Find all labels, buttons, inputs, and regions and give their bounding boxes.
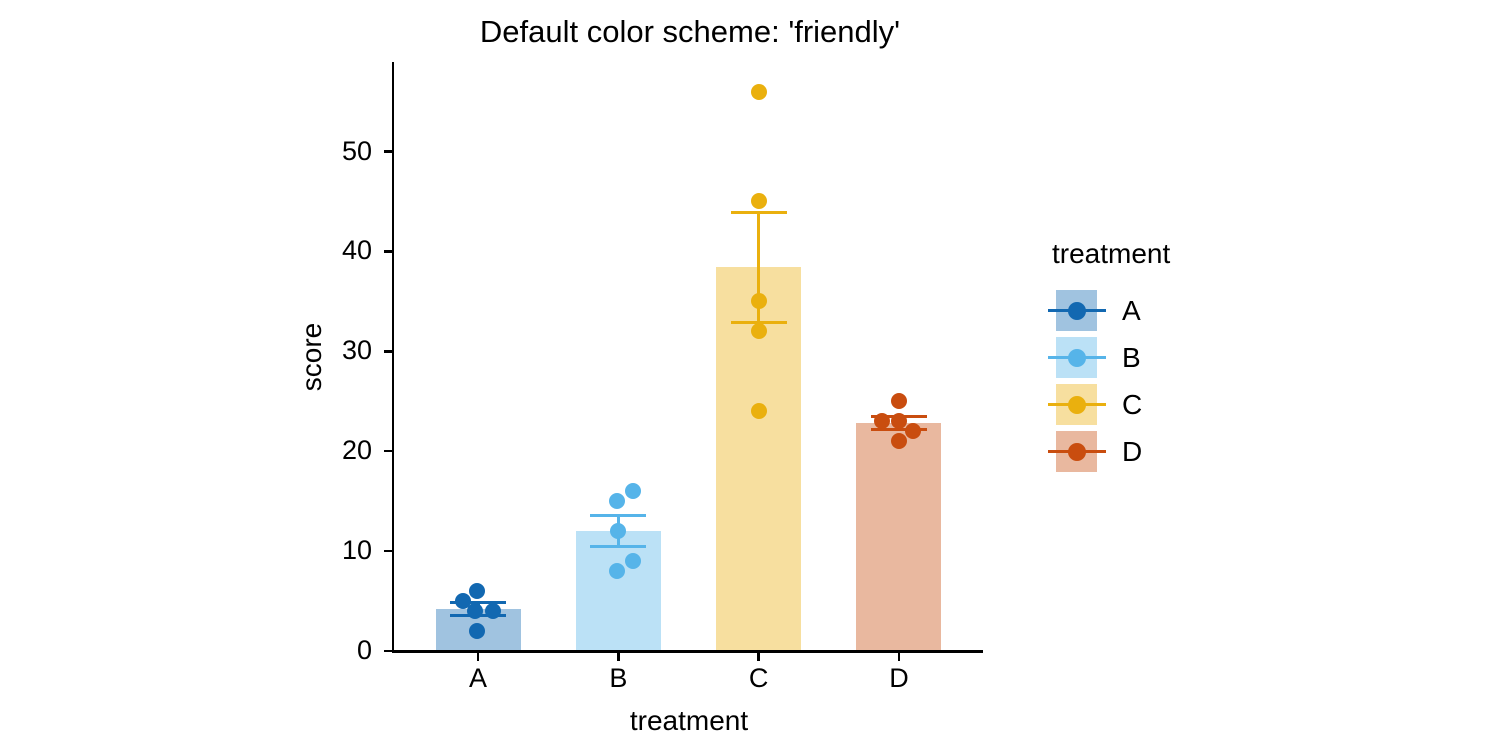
data-point <box>904 423 921 440</box>
legend-marker-dot <box>1067 301 1086 320</box>
y-tick-label: 50 <box>341 135 372 166</box>
data-point <box>455 593 471 610</box>
x-tick-label: A <box>468 663 487 693</box>
chart-title: Default color scheme: 'friendly' <box>479 14 901 49</box>
error-bar-cap-bottom <box>870 428 927 432</box>
legend-label: A <box>1122 295 1141 326</box>
legend-entry: A <box>1040 290 1240 331</box>
x-tick <box>476 652 480 661</box>
y-axis-spine <box>391 62 394 653</box>
data-point <box>625 553 642 570</box>
y-tick <box>383 449 392 453</box>
data-point <box>469 583 485 600</box>
data-point <box>750 293 767 310</box>
legend-entry: B <box>1040 337 1240 378</box>
y-tick-label: 10 <box>341 535 372 566</box>
data-point <box>890 413 907 430</box>
y-tick <box>383 150 392 153</box>
y-tick <box>383 350 392 353</box>
data-point <box>750 403 767 420</box>
data-point <box>890 393 907 410</box>
y-tick <box>383 250 392 253</box>
x-tick-label: C <box>748 663 769 693</box>
error-bar-cap-top <box>590 513 647 517</box>
legend-entry: D <box>1040 431 1240 472</box>
x-tick <box>757 652 760 661</box>
legend-marker-dot <box>1067 348 1086 367</box>
x-axis-label: treatment <box>629 705 749 736</box>
data-point <box>750 83 767 100</box>
data-point <box>469 623 485 640</box>
x-axis-spine <box>391 650 983 653</box>
legend-label: C <box>1122 389 1143 420</box>
data-point <box>750 193 767 210</box>
legend-label: B <box>1122 342 1141 373</box>
x-tick <box>897 652 901 661</box>
y-tick-label: 0 <box>356 635 372 665</box>
legend-entry: C <box>1040 384 1240 425</box>
y-tick-label: 40 <box>341 235 372 266</box>
x-tick-label: D <box>889 663 909 693</box>
data-point <box>609 493 626 510</box>
bar-d <box>856 423 942 653</box>
data-point <box>750 323 767 340</box>
error-bar-cap-bottom <box>730 321 787 325</box>
legend-label: D <box>1122 436 1143 467</box>
error-bar-cap-bottom <box>590 545 647 549</box>
legend-title: treatment <box>1052 238 1171 269</box>
x-tick <box>617 652 620 661</box>
legend-marker-dot <box>1067 395 1086 414</box>
y-tick <box>383 649 392 653</box>
data-point <box>467 603 483 620</box>
data-point <box>610 523 627 540</box>
error-bar-cap-top <box>730 210 787 214</box>
error-bar-line <box>757 212 761 323</box>
data-point <box>625 483 642 500</box>
data-point <box>873 413 890 430</box>
y-tick <box>383 549 392 553</box>
data-point <box>609 563 626 580</box>
error-bar-cap-top <box>450 600 506 604</box>
data-point <box>485 603 501 620</box>
data-point <box>890 433 907 450</box>
bar-b <box>575 531 661 653</box>
y-tick-label: 20 <box>341 435 372 466</box>
legend-marker-dot <box>1067 442 1086 461</box>
x-tick-label: B <box>609 663 628 693</box>
y-tick-label: 30 <box>341 335 372 366</box>
